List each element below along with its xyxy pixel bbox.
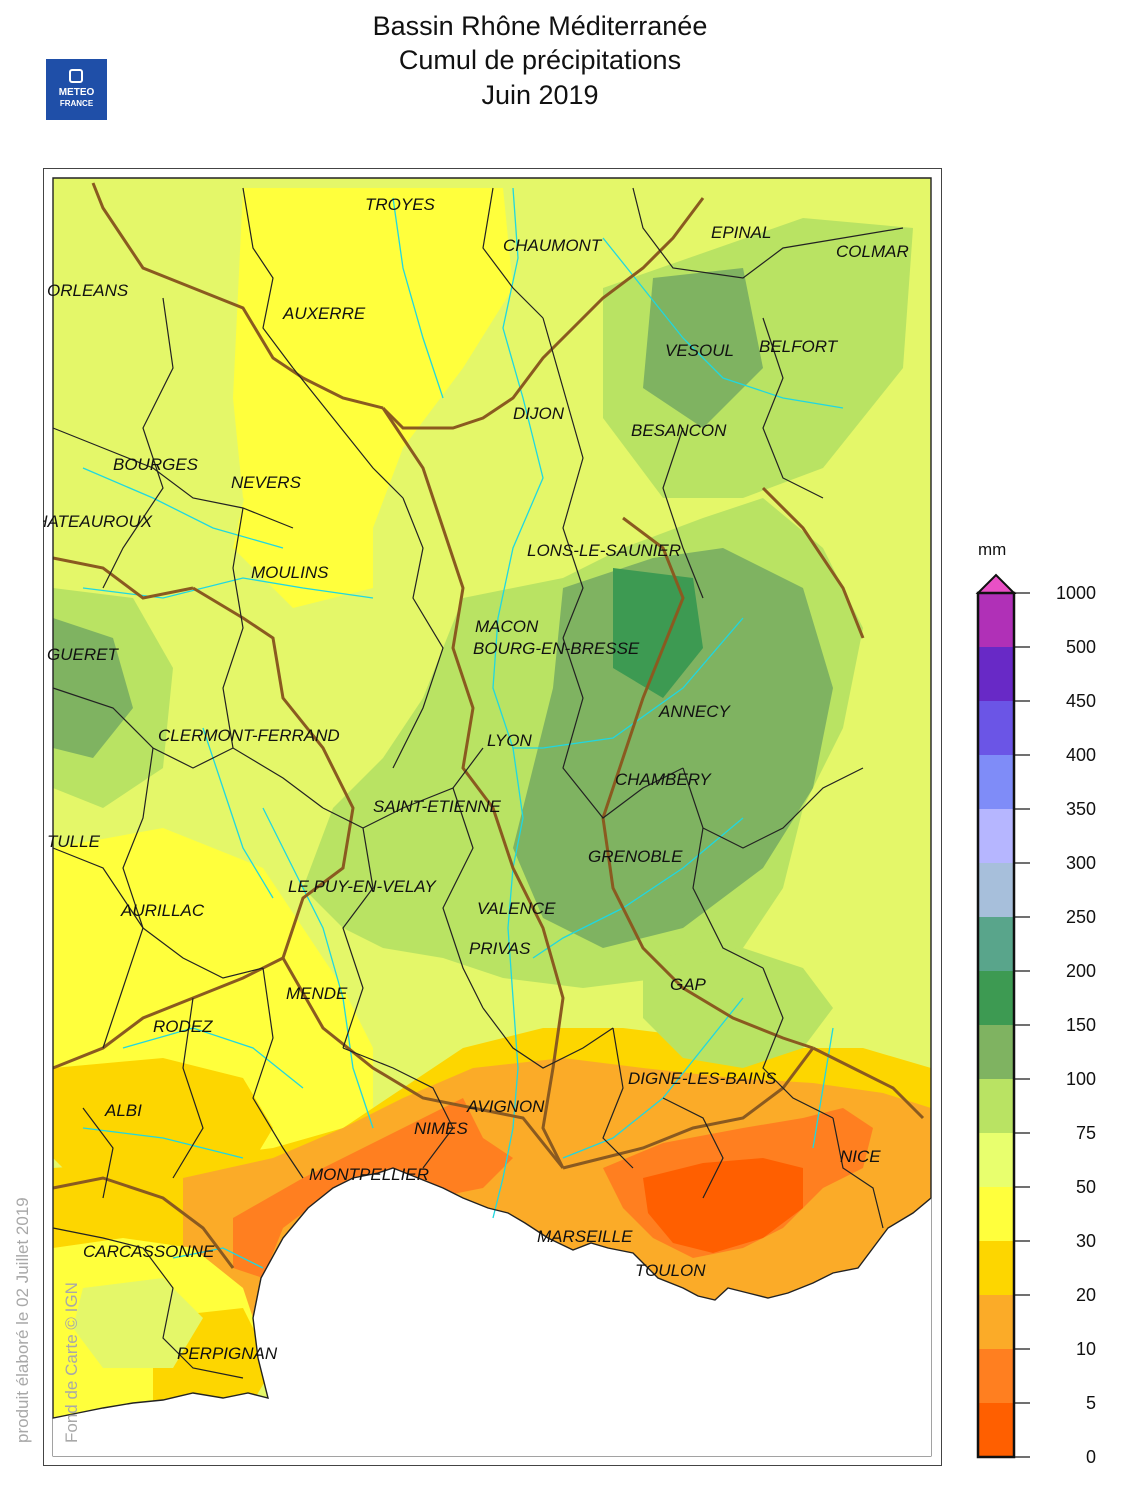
legend-swatch: [978, 701, 1014, 755]
city-label: MONTPELLIER: [309, 1165, 429, 1184]
legend-swatch: [978, 1187, 1014, 1241]
legend-swatch: [978, 1025, 1014, 1079]
city-label: MOULINS: [251, 563, 329, 582]
legend-swatch: [978, 809, 1014, 863]
legend-swatch: [978, 755, 1014, 809]
city-label: GRENOBLE: [588, 847, 683, 866]
legend-unit: mm: [978, 540, 1007, 559]
legend-tick-label: 500: [1066, 637, 1096, 657]
legend-swatch: [978, 593, 1014, 647]
legend-tick-label: 150: [1066, 1015, 1096, 1035]
legend-tick-label: 10: [1076, 1339, 1096, 1359]
city-label: BOURG-EN-BRESSE: [473, 639, 640, 658]
city-label: TULLE: [47, 832, 101, 851]
city-label: CHAUMONT: [503, 236, 603, 255]
city-label: TOULON: [635, 1261, 706, 1280]
city-label: MARSEILLE: [537, 1227, 633, 1246]
city-labels: TROYES CHAUMONT EPINAL COLMAR ORLEANS AU…: [43, 195, 909, 1363]
legend-swatch: [978, 1349, 1014, 1403]
city-label: CHAMBERY: [615, 770, 712, 789]
precipitation-map: TROYES CHAUMONT EPINAL COLMAR ORLEANS AU…: [43, 168, 942, 1466]
city-label: VESOUL: [665, 341, 734, 360]
precipitation-legend: 1000500450400350300250200150100755030201…: [975, 573, 1096, 1467]
region-boundaries: [52, 182, 925, 1269]
city-label: ALBI: [104, 1101, 142, 1120]
city-label: AURILLAC: [120, 901, 205, 920]
department-boundaries: [52, 187, 904, 1379]
city-label: VALENCE: [477, 899, 556, 918]
legend-tick-label: 5: [1086, 1393, 1096, 1413]
city-label: TROYES: [365, 195, 436, 214]
legend-tick-label: 20: [1076, 1285, 1096, 1305]
city-label: GAP: [670, 975, 707, 994]
map-title-line-3: Juin 2019: [481, 80, 599, 110]
legend-swatch: [978, 647, 1014, 701]
logo-mark-icon: [69, 69, 83, 83]
legend-tick-label: 450: [1066, 691, 1096, 711]
production-date-note: produit élaboré le 02 Juillet 2019: [13, 1197, 32, 1443]
city-label: BELFORT: [759, 337, 839, 356]
legend-tick-label: 350: [1066, 799, 1096, 819]
city-label: GUERET: [47, 645, 119, 664]
legend-tick-label: 200: [1066, 961, 1096, 981]
city-label: RODEZ: [153, 1017, 213, 1036]
city-label: AVIGNON: [466, 1097, 545, 1116]
map-title-line-1: Bassin Rhône Méditerranée: [372, 11, 708, 41]
city-label: LONS-LE-SAUNIER: [527, 541, 681, 560]
legend-swatch: [978, 1133, 1014, 1187]
legend-swatch: [978, 863, 1014, 917]
city-label: DIJON: [513, 404, 565, 423]
legend-tick-label: 75: [1076, 1123, 1096, 1143]
legend-tick-label: 0: [1086, 1447, 1096, 1467]
legend-swatch: [978, 971, 1014, 1025]
meteo-france-logo: METEO FRANCE: [46, 59, 107, 120]
legend-tick-label: 50: [1076, 1177, 1096, 1197]
city-label: CARCASSONNE: [83, 1242, 215, 1261]
city-label: NICE: [840, 1147, 881, 1166]
map-credit-note: Fond de Carte © IGN: [62, 1282, 81, 1443]
legend-tick-label: 300: [1066, 853, 1096, 873]
legend-swatch: [978, 1241, 1014, 1295]
city-label: MENDE: [286, 984, 348, 1003]
map-title-line-2: Cumul de précipitations: [398, 45, 682, 75]
legend-tick-label: 100: [1066, 1069, 1096, 1089]
city-label: DIGNE-LES-BAINS: [628, 1069, 777, 1088]
logo-line-2: FRANCE: [59, 99, 94, 108]
city-label: ORLEANS: [47, 281, 129, 300]
city-label: AUXERRE: [282, 304, 366, 323]
sea-area: [53, 1168, 931, 1456]
legend-swatch: [978, 1403, 1014, 1457]
city-label: LYON: [487, 731, 532, 750]
city-label: MACON: [475, 617, 539, 636]
city-label: CLERMONT-FERRAND: [158, 726, 340, 745]
legend-tick-label: 30: [1076, 1231, 1096, 1251]
city-label: PERPIGNAN: [177, 1344, 278, 1363]
legend-tick-label: 1000: [1056, 583, 1096, 603]
legend-swatch: [978, 1295, 1014, 1349]
city-label: LE PUY-EN-VELAY: [288, 877, 437, 896]
city-label: NIMES: [414, 1119, 469, 1138]
city-label: NEVERS: [231, 473, 302, 492]
legend-tick-label: 250: [1066, 907, 1096, 927]
legend-tick-label: 400: [1066, 745, 1096, 765]
city-label: PRIVAS: [469, 939, 531, 958]
city-label: BESANCON: [631, 421, 727, 440]
city-label: EPINAL: [711, 223, 771, 242]
city-label: CHATEAUROUX: [43, 512, 153, 531]
legend-swatch: [978, 917, 1014, 971]
city-label: COLMAR: [836, 242, 909, 261]
city-label: SAINT-ETIENNE: [373, 797, 502, 816]
logo-line-1: METEO: [58, 87, 95, 98]
precipitation-field: [53, 178, 931, 1418]
legend-swatch: [978, 1079, 1014, 1133]
city-label: ANNECY: [658, 702, 732, 721]
legend-overflow-triangle: [975, 573, 1017, 594]
city-label: BOURGES: [113, 455, 199, 474]
